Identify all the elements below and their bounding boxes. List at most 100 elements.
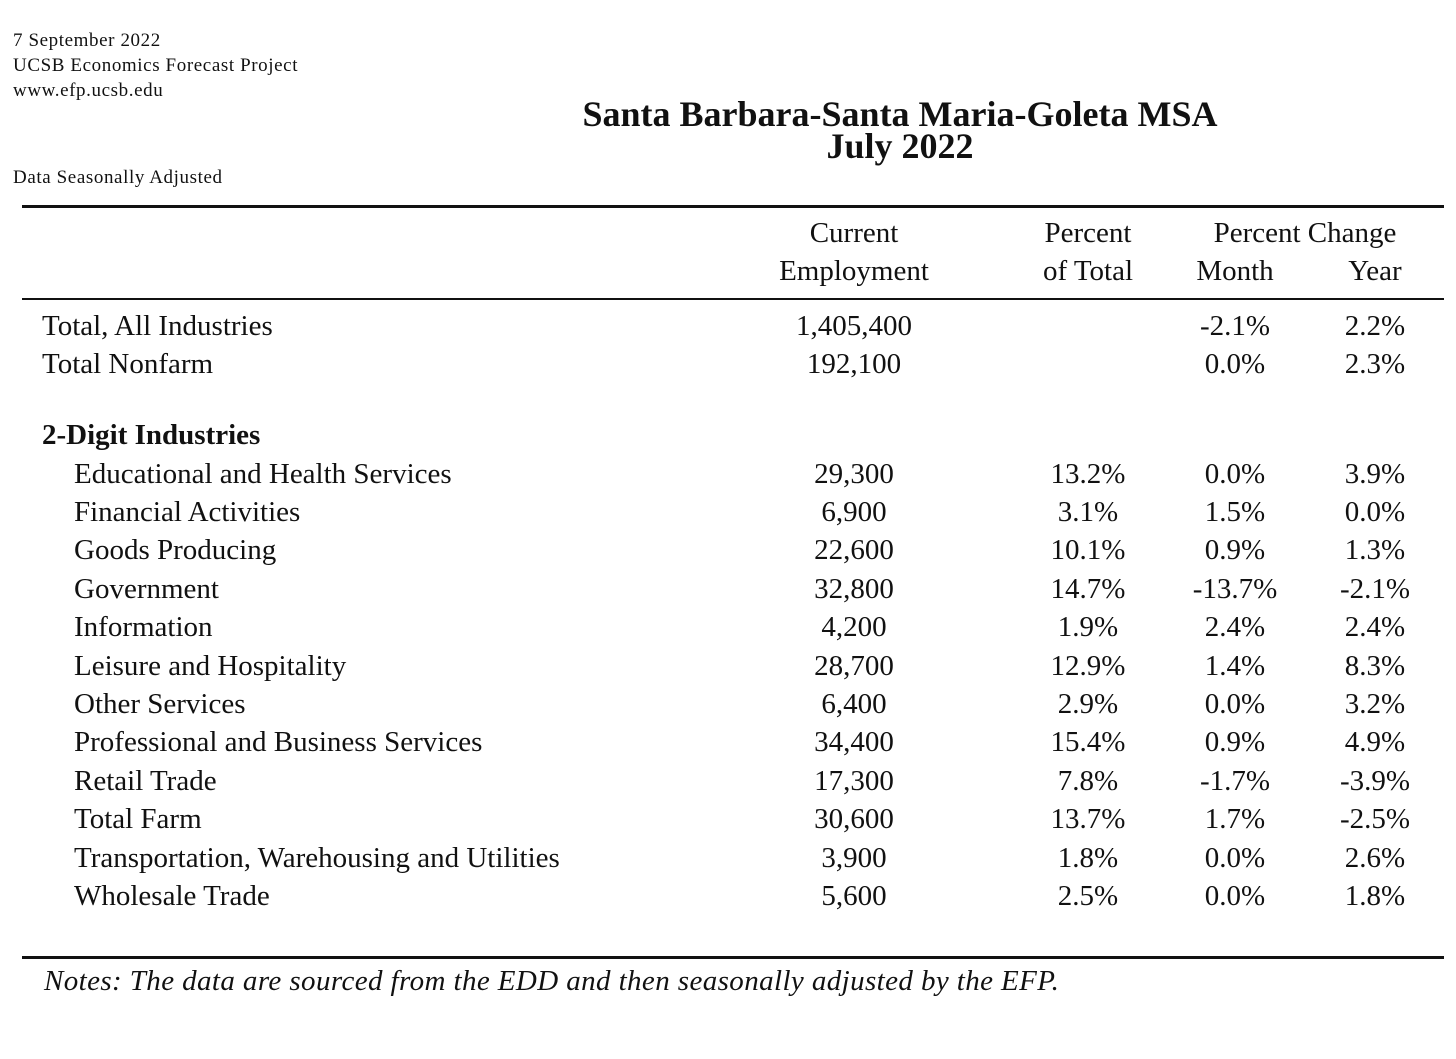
row-percent-of-total: 1.8% — [1057, 842, 1119, 874]
section-heading: 2-Digit Industries — [42, 419, 261, 451]
organization-name: UCSB Economics Forecast Project — [13, 55, 299, 76]
row-month-change: 0.9% — [1204, 726, 1266, 758]
row-year-change: 3.9% — [1344, 458, 1406, 490]
row-year-change: 0.0% — [1344, 496, 1406, 528]
row-employment: 22,600 — [814, 534, 894, 566]
row-year-change: -2.1% — [1339, 573, 1411, 605]
row-percent-of-total: 14.7% — [1050, 573, 1126, 605]
row-month-change: 2.4% — [1204, 611, 1266, 643]
row-month-change: 1.5% — [1204, 496, 1266, 528]
row-month-change: 1.7% — [1204, 803, 1266, 835]
row-percent-of-total: 3.1% — [1057, 496, 1119, 528]
row-employment: 6,900 — [821, 496, 887, 528]
table-row: Other Services 6,400 2.9% 0.0% 3.2% — [0, 685, 1456, 723]
row-year-change: -2.5% — [1339, 803, 1411, 835]
row-label: Wholesale Trade — [74, 880, 270, 912]
row-percent-of-total: 12.9% — [1050, 650, 1126, 682]
row-label: Total, All Industries — [42, 310, 273, 342]
row-label: Retail Trade — [74, 765, 217, 797]
row-employment: 6,400 — [821, 688, 887, 720]
row-percent-of-total: 13.2% — [1050, 458, 1126, 490]
header-month: Month — [1196, 255, 1274, 287]
header-current-employment: Current Employment — [779, 217, 929, 287]
table-row: Goods Producing 22,600 10.1% 0.9% 1.3% — [0, 531, 1456, 569]
row-employment: 34,400 — [814, 726, 894, 758]
row-year-change: 1.3% — [1344, 534, 1406, 566]
row-year-change: 1.8% — [1344, 880, 1406, 912]
table-row: Leisure and Hospitality 28,700 12.9% 1.4… — [0, 647, 1456, 685]
table-row: Total Farm 30,600 13.7% 1.7% -2.5% — [0, 800, 1456, 838]
row-employment: 28,700 — [814, 650, 894, 682]
website-url: www.efp.ucsb.edu — [13, 80, 164, 101]
header-percent-of-total: Percent of Total — [1042, 217, 1134, 287]
seasonal-adjustment-note: Data Seasonally Adjusted — [13, 167, 223, 188]
report-metadata: 7 September 2022 UCSB Economics Forecast… — [13, 28, 298, 103]
row-label: Leisure and Hospitality — [74, 650, 347, 682]
row-label: Total Farm — [74, 803, 202, 835]
row-month-change: 0.0% — [1204, 688, 1266, 720]
row-month-change: 1.4% — [1204, 650, 1266, 682]
table-row: Transportation, Warehousing and Utilitie… — [0, 839, 1456, 877]
table-header-rule — [22, 298, 1444, 300]
row-month-change: -1.7% — [1199, 765, 1271, 797]
header-year: Year — [1348, 255, 1402, 287]
table-bottom-rule — [22, 956, 1444, 959]
row-label: Educational and Health Services — [74, 458, 452, 490]
row-percent-of-total: 15.4% — [1050, 726, 1126, 758]
row-month-change: 0.0% — [1204, 842, 1266, 874]
table-row: Retail Trade 17,300 7.8% -1.7% -3.9% — [0, 762, 1456, 800]
table-row: Wholesale Trade 5,600 2.5% 0.0% 1.8% — [0, 877, 1456, 915]
report-title: Santa Barbara-Santa Maria-Goleta MSA — [582, 94, 1218, 134]
row-year-change: 4.9% — [1344, 726, 1406, 758]
table-top-rule — [22, 205, 1444, 208]
row-employment: 1,405,400 — [796, 310, 912, 342]
row-month-change: 0.0% — [1204, 348, 1266, 380]
row-percent-of-total: 2.9% — [1057, 688, 1119, 720]
row-label: Professional and Business Services — [74, 726, 483, 758]
table-row: Total Nonfarm 192,100 0.0% 2.3% — [0, 345, 1456, 383]
row-label: Total Nonfarm — [42, 348, 214, 380]
row-label: Other Services — [74, 688, 246, 720]
row-percent-of-total: 2.5% — [1057, 880, 1119, 912]
report-title-block: Santa Barbara-Santa Maria-Goleta MSA Jul… — [500, 94, 1300, 166]
table-row: Total, All Industries 1,405,400 -2.1% 2.… — [0, 307, 1456, 345]
row-label: Information — [74, 611, 213, 643]
row-month-change: 0.0% — [1204, 458, 1266, 490]
row-percent-of-total: 7.8% — [1057, 765, 1119, 797]
row-label: Financial Activities — [74, 496, 301, 528]
row-employment: 29,300 — [814, 458, 894, 490]
row-year-change: 3.2% — [1344, 688, 1406, 720]
row-employment: 32,800 — [814, 573, 894, 605]
table-row: Professional and Business Services 34,40… — [0, 723, 1456, 761]
table-notes: Notes: The data are sourced from the EDD… — [44, 965, 1060, 997]
row-employment: 3,900 — [821, 842, 887, 874]
row-label: Government — [74, 573, 219, 605]
row-month-change: 0.0% — [1204, 880, 1266, 912]
row-year-change: 8.3% — [1344, 650, 1406, 682]
row-employment: 30,600 — [814, 803, 894, 835]
report-date: 7 September 2022 — [13, 30, 161, 51]
row-month-change: -13.7% — [1192, 573, 1278, 605]
row-percent-of-total: 1.9% — [1057, 611, 1119, 643]
table-row: Educational and Health Services 29,300 1… — [0, 455, 1456, 493]
row-month-change: -2.1% — [1199, 310, 1271, 342]
report-subtitle: July 2022 — [826, 126, 974, 166]
row-employment: 5,600 — [821, 880, 887, 912]
row-year-change: 2.2% — [1344, 310, 1406, 342]
section-heading-row: 2-Digit Industries — [0, 416, 1456, 454]
header-percent-change: Percent Change — [1213, 217, 1397, 249]
row-percent-of-total: 10.1% — [1050, 534, 1126, 566]
row-employment: 17,300 — [814, 765, 894, 797]
row-year-change: -3.9% — [1339, 765, 1411, 797]
row-label: Goods Producing — [74, 534, 277, 566]
row-employment: 4,200 — [821, 611, 887, 643]
row-year-change: 2.3% — [1344, 348, 1406, 380]
table-row: Information 4,200 1.9% 2.4% 2.4% — [0, 608, 1456, 646]
row-year-change: 2.4% — [1344, 611, 1406, 643]
table-row: Government 32,800 14.7% -13.7% -2.1% — [0, 570, 1456, 608]
row-month-change: 0.9% — [1204, 534, 1266, 566]
row-label: Transportation, Warehousing and Utilitie… — [74, 842, 560, 874]
row-employment: 192,100 — [806, 348, 902, 380]
row-year-change: 2.6% — [1344, 842, 1406, 874]
table-row: Financial Activities 6,900 3.1% 1.5% 0.0… — [0, 493, 1456, 531]
